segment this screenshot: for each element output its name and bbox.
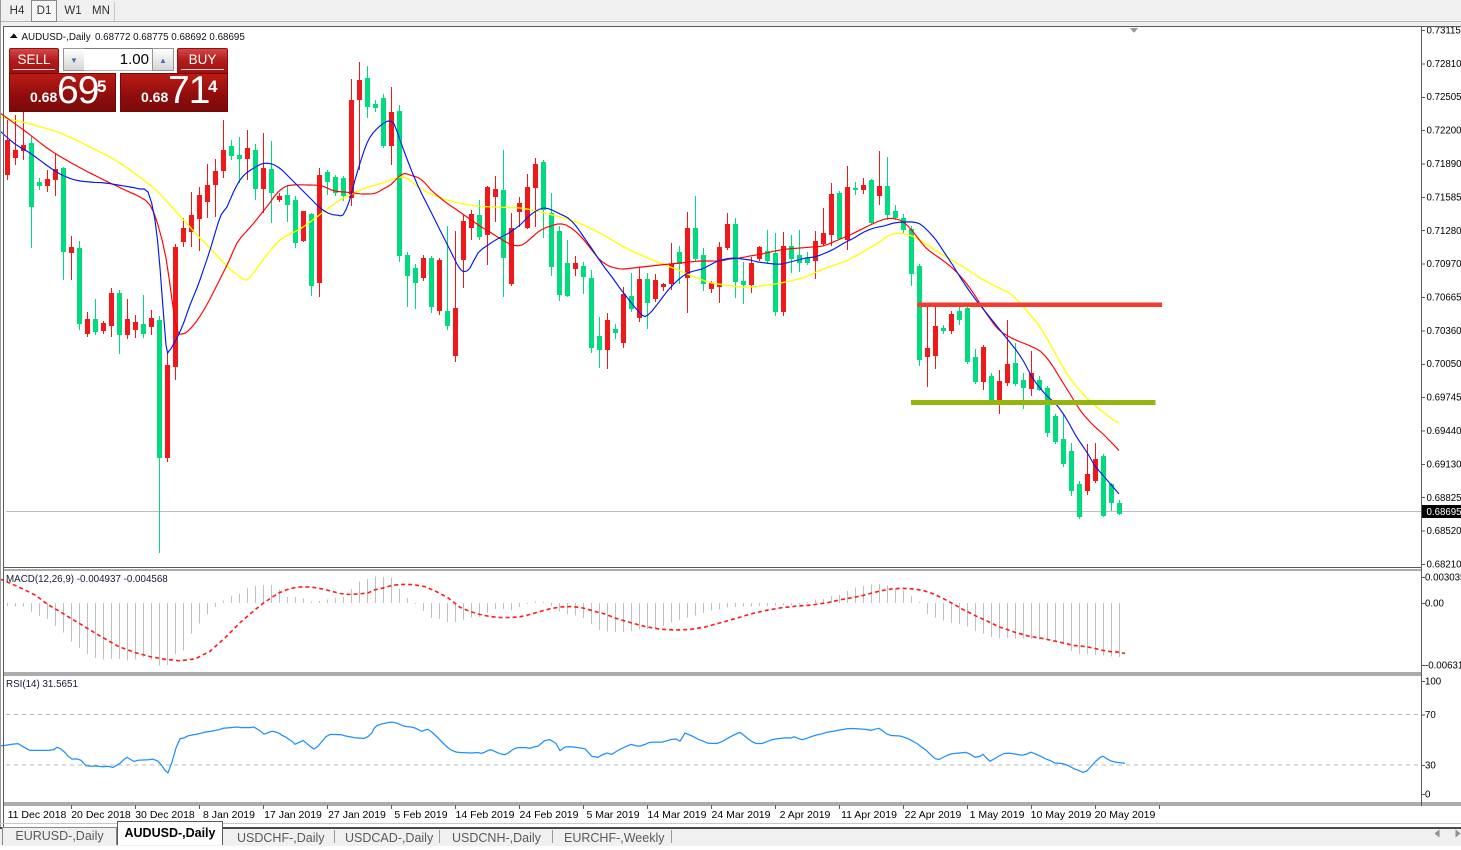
svg-text:0.00: 0.00 <box>1425 599 1444 610</box>
svg-text:RSI(14) 31.5651: RSI(14) 31.5651 <box>6 679 78 690</box>
svg-text:0.68520: 0.68520 <box>1427 526 1461 537</box>
svg-text:30 Dec 2018: 30 Dec 2018 <box>135 809 195 821</box>
svg-text:1 May 2019: 1 May 2019 <box>970 809 1025 821</box>
svg-text:0.73115: 0.73115 <box>1427 26 1461 37</box>
svg-text:0.70050: 0.70050 <box>1427 359 1461 370</box>
svg-text:0.69745: 0.69745 <box>1427 393 1461 404</box>
svg-text:22 Apr 2019: 22 Apr 2019 <box>905 809 962 821</box>
svg-text:0.003035: 0.003035 <box>1425 573 1461 584</box>
svg-text:0.72505: 0.72505 <box>1427 92 1461 103</box>
svg-text:24 Mar 2019: 24 Mar 2019 <box>712 809 771 821</box>
svg-text:100: 100 <box>1425 677 1442 688</box>
svg-text:0.70665: 0.70665 <box>1427 293 1461 304</box>
svg-text:0.68772 0.68775 0.68692 0.6869: 0.68772 0.68775 0.68692 0.68695 <box>95 32 245 43</box>
svg-text:17 Jan 2019: 17 Jan 2019 <box>264 809 322 821</box>
svg-text:0.69130: 0.69130 <box>1427 459 1461 470</box>
svg-text:0.70970: 0.70970 <box>1427 259 1461 270</box>
svg-text:20 May 2019: 20 May 2019 <box>1095 809 1156 821</box>
svg-text:5 Feb 2019: 5 Feb 2019 <box>394 809 447 821</box>
svg-text:5 Mar 2019: 5 Mar 2019 <box>586 809 639 821</box>
svg-text:0.72200: 0.72200 <box>1427 126 1461 137</box>
svg-text:14 Mar 2019: 14 Mar 2019 <box>648 809 707 821</box>
svg-text:0.71585: 0.71585 <box>1427 192 1461 203</box>
svg-text:27 Jan 2019: 27 Jan 2019 <box>328 809 386 821</box>
svg-text:0.68825: 0.68825 <box>1427 493 1461 504</box>
svg-text:0.72810: 0.72810 <box>1427 59 1461 70</box>
svg-text:70: 70 <box>1425 710 1436 721</box>
svg-text:0.68695: 0.68695 <box>1427 507 1461 518</box>
svg-text:0: 0 <box>1425 790 1431 801</box>
svg-text:14 Feb 2019: 14 Feb 2019 <box>456 809 515 821</box>
svg-text:20 Dec 2018: 20 Dec 2018 <box>71 809 131 821</box>
svg-text:0.69440: 0.69440 <box>1427 426 1461 437</box>
svg-text:0.71890: 0.71890 <box>1427 159 1461 170</box>
svg-text:10 May 2019: 10 May 2019 <box>1031 809 1092 821</box>
svg-text:30: 30 <box>1425 760 1436 771</box>
svg-text:0.71280: 0.71280 <box>1427 226 1461 237</box>
svg-text:AUDUSD-,Daily: AUDUSD-,Daily <box>22 32 91 43</box>
svg-text:0.70360: 0.70360 <box>1427 326 1461 337</box>
svg-text:8 Jan 2019: 8 Jan 2019 <box>203 809 255 821</box>
svg-text:11 Apr 2019: 11 Apr 2019 <box>841 809 897 821</box>
svg-text:24 Feb 2019: 24 Feb 2019 <box>520 809 579 821</box>
svg-text:11 Dec 2018: 11 Dec 2018 <box>8 809 67 821</box>
svg-text:-0.00631: -0.00631 <box>1425 661 1461 672</box>
svg-text:MACD(12,26,9) -0.004937 -0.004: MACD(12,26,9) -0.004937 -0.004568 <box>6 574 168 585</box>
svg-text:2 Apr 2019: 2 Apr 2019 <box>780 809 831 821</box>
svg-text:0.68210: 0.68210 <box>1427 560 1461 571</box>
